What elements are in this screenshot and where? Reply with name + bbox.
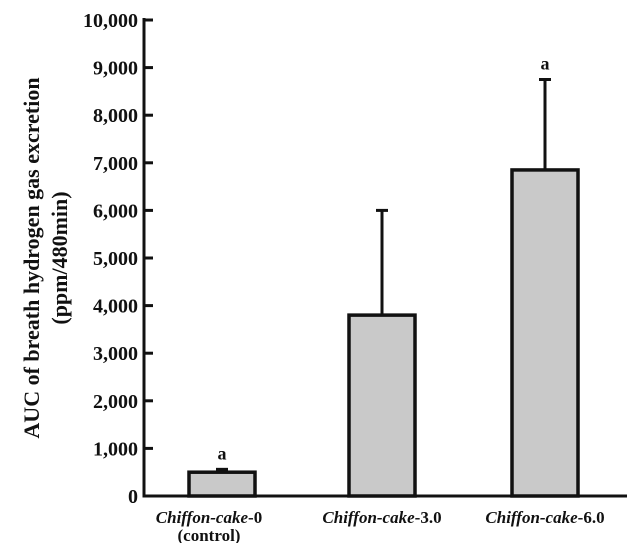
x-tick-label: Chiffon-cake-3.0	[322, 508, 441, 527]
x-tick-sublabel: (control)	[178, 526, 241, 543]
x-tick-label-name: Chiffon-cake	[156, 508, 249, 527]
y-axis-label-line2: (ppm/480min)	[47, 191, 72, 324]
y-tick-label: 0	[128, 486, 138, 508]
significance-label: a	[218, 443, 227, 463]
x-tick-label: Chiffon-cake-6.0	[485, 508, 604, 527]
y-axis-label-line1: AUC of breath hydrogen gas excretion	[19, 77, 44, 438]
x-tick-label-level: -6.0	[578, 508, 605, 527]
x-tick-label-level: -0	[248, 508, 262, 527]
significance-label: a	[541, 54, 550, 74]
x-tick-label-name: Chiffon-cake	[322, 508, 415, 527]
y-tick-label: 2,000	[93, 391, 138, 413]
y-tick-label: 6,000	[93, 200, 138, 222]
x-tick-label: Chiffon-cake-0	[156, 508, 262, 527]
x-tick-label-level: -3.0	[415, 508, 442, 527]
bar	[187, 470, 257, 498]
plot-area: 0 1,000 2,000 3,000 4,000 5,000 6,000 7,000 8,00…	[83, 10, 627, 543]
bar	[510, 168, 580, 498]
y-tick-label: 1,000	[93, 438, 138, 460]
y-tick-label: 9,000	[93, 58, 138, 80]
y-tick-label: 5,000	[93, 248, 138, 270]
y-tick-label: 10,000	[83, 10, 138, 32]
bar	[347, 313, 417, 498]
y-tick-label: 8,000	[93, 105, 138, 127]
y-tick-label: 3,000	[93, 343, 138, 365]
y-tick-label: 4,000	[93, 296, 138, 318]
y-tick-label: 7,000	[93, 153, 138, 175]
y-axis-label: AUC of breath hydrogen gas excretion (pp…	[19, 77, 72, 438]
x-tick-label-name: Chiffon-cake	[485, 508, 578, 527]
